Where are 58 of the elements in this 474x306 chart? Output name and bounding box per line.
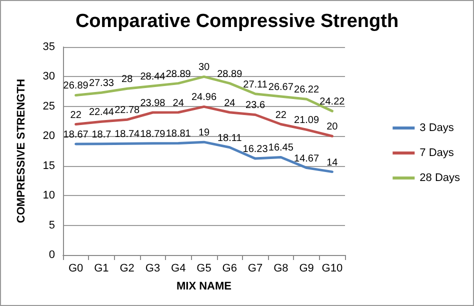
y-tick-label: 20 xyxy=(42,130,55,142)
data-label: 20 xyxy=(326,122,338,133)
y-tick-label: 35 xyxy=(42,41,55,53)
x-tick-label: G7 xyxy=(248,262,263,274)
data-label: 28.44 xyxy=(140,71,166,82)
data-label: 30 xyxy=(198,62,210,74)
y-tick-label: 15 xyxy=(42,160,55,172)
data-label: 16.23 xyxy=(242,144,268,156)
x-tick-label: G1 xyxy=(94,262,109,274)
x-tick-label: G5 xyxy=(196,262,212,274)
data-label: 22 xyxy=(70,110,82,121)
x-tick-label: G10 xyxy=(322,262,343,274)
data-label: 18.7 xyxy=(92,129,112,140)
x-tick-label: G9 xyxy=(299,262,314,274)
y-tick-label: 30 xyxy=(42,70,55,83)
data-label: 27.33 xyxy=(88,78,114,90)
data-label: 22.78 xyxy=(114,105,140,116)
data-label: 18.79 xyxy=(140,128,166,140)
data-label: 28.89 xyxy=(217,68,243,80)
data-label: 26.89 xyxy=(63,80,89,92)
data-label: 27.11 xyxy=(243,79,268,90)
data-label: 18.67 xyxy=(63,130,89,141)
data-label: 14.67 xyxy=(294,153,320,164)
data-label: 18.11 xyxy=(217,132,242,144)
x-tick-label: G4 xyxy=(171,262,186,274)
data-label: 16.45 xyxy=(268,142,294,154)
x-tick-label: G0 xyxy=(68,262,84,274)
data-label: 23.98 xyxy=(140,98,166,109)
x-tick-label: G2 xyxy=(120,262,134,274)
legend-label: 7 Days xyxy=(420,147,454,159)
data-label: 28 xyxy=(122,74,134,86)
x-tick-label: G3 xyxy=(145,262,160,274)
x-axis-title: MIX NAME xyxy=(176,280,232,292)
chart-title: Comparative Compressive Strength xyxy=(75,11,399,32)
x-tick-label: G6 xyxy=(222,262,237,274)
data-label: 24 xyxy=(224,98,236,109)
legend-label: 28 Days xyxy=(420,172,460,184)
y-tick-label: 5 xyxy=(48,219,55,232)
data-label: 26.67 xyxy=(268,82,294,94)
data-label: 22.44 xyxy=(88,107,114,118)
data-label: 24.22 xyxy=(320,96,346,108)
data-label: 18.81 xyxy=(166,128,192,140)
y-axis-title: COMPRESSIVE STRENGTH xyxy=(16,78,28,224)
y-tick-label: 10 xyxy=(42,190,55,202)
data-label: 18.74 xyxy=(114,129,140,140)
data-label: 24 xyxy=(172,98,184,109)
data-label: 22 xyxy=(275,110,287,121)
y-tick-label: 25 xyxy=(42,100,55,112)
legend-label: 3 Days xyxy=(420,122,454,134)
data-label: 28.89 xyxy=(166,68,192,80)
y-tick-label: 0 xyxy=(48,249,55,261)
data-label: 21.09 xyxy=(294,115,320,126)
x-tick-label: G8 xyxy=(274,262,288,274)
data-label: 26.22 xyxy=(294,84,320,96)
data-label: 24.96 xyxy=(191,92,217,104)
data-label: 14 xyxy=(326,157,338,168)
data-label: 23.6 xyxy=(246,100,266,112)
data-label: 19 xyxy=(198,128,210,139)
